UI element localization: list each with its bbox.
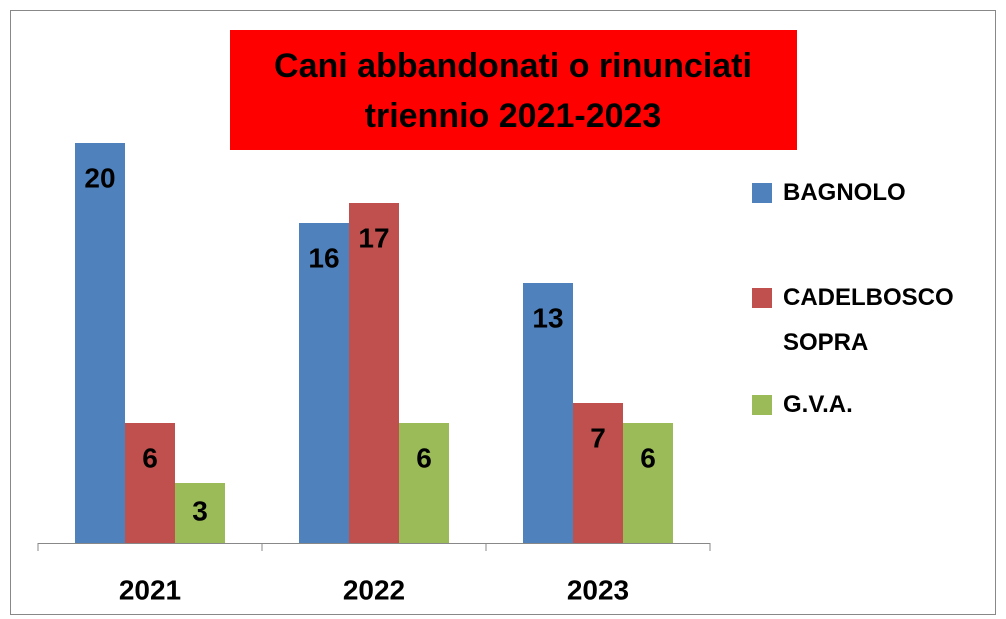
x-tick-label: 2022 [343,574,405,605]
data-label: 6 [142,442,158,473]
bar [175,483,225,543]
chart-title: triennio 2021-2023 [365,97,662,135]
data-label: 17 [358,222,389,253]
data-label: 3 [192,495,208,526]
bar [573,403,623,543]
bar [523,283,573,543]
x-tick-label: 2021 [119,574,181,605]
legend-swatch [752,288,772,308]
bar [125,423,175,543]
legend-label: G.V.A. [783,391,853,418]
data-label: 13 [532,302,563,333]
data-label: 7 [590,422,606,453]
data-label: 6 [416,442,432,473]
legend-swatch [752,183,772,203]
legend-swatch [752,395,772,415]
bar [349,203,399,543]
bar [623,423,673,543]
bar [399,423,449,543]
chart-title: Cani abbandonati o rinunciati [274,47,752,85]
data-label: 20 [84,162,115,193]
bar [75,143,125,543]
legend-label: BAGNOLO [783,179,906,206]
legend-label: CADELBOSCO SOPRA [783,284,954,356]
x-tick-label: 2023 [567,574,629,605]
data-label: 6 [640,442,656,473]
bar [299,223,349,543]
title-box [230,30,797,150]
data-label: 16 [308,242,339,273]
